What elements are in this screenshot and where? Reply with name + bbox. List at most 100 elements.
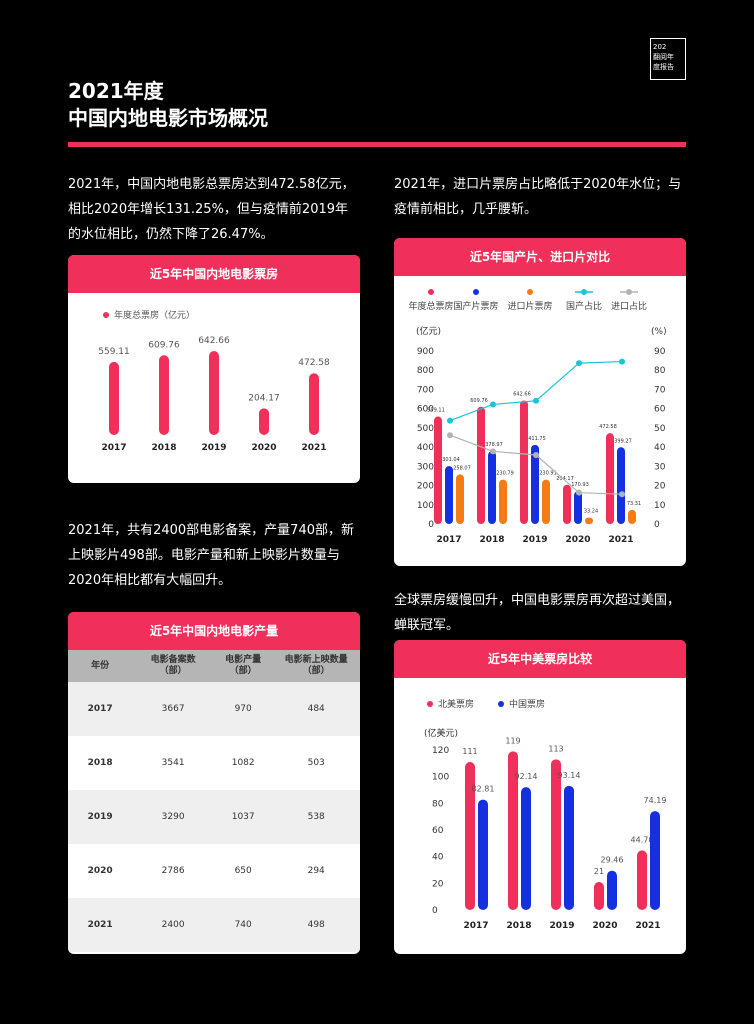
table-cell: 3290 bbox=[132, 790, 214, 844]
legend-label: 进口片票房 bbox=[507, 300, 552, 312]
table-cell: 2400 bbox=[132, 898, 214, 952]
table-cell: 970 bbox=[213, 682, 273, 736]
bar bbox=[551, 759, 561, 910]
table-header-cell: 电影备案数 （部） bbox=[132, 650, 214, 682]
table-cell: 503 bbox=[272, 736, 360, 790]
y-tick: 80 bbox=[432, 799, 444, 809]
data-label: 21 bbox=[594, 867, 604, 876]
table-cell: 3667 bbox=[132, 682, 214, 736]
x-tick-label: 2020 bbox=[251, 443, 276, 453]
line-point bbox=[447, 432, 453, 439]
y-tick: 0 bbox=[432, 906, 438, 916]
y-tick-left: 700 bbox=[417, 385, 434, 395]
data-label: 378.97 bbox=[485, 442, 503, 448]
data-label: 301.04 bbox=[442, 457, 460, 463]
y-axis-label-right: (%) bbox=[651, 327, 667, 337]
y-tick-left: 200 bbox=[417, 482, 434, 492]
table-row: 2017 3667 970 484 bbox=[68, 682, 360, 736]
table-cell: 2786 bbox=[132, 844, 214, 898]
bar bbox=[521, 787, 531, 910]
card-title: 近5年国产片、进口片对比 bbox=[394, 238, 686, 276]
y-axis-label: (亿元) bbox=[416, 325, 441, 337]
legend-label: 年度总票房（亿元） bbox=[114, 309, 195, 321]
bar bbox=[563, 484, 571, 524]
y-tick: 60 bbox=[432, 826, 444, 836]
bar bbox=[209, 351, 219, 435]
line-point bbox=[447, 417, 453, 424]
paragraph-import-share: 2021年，进口片票房占比略低于2020年水位；与疫情前相比，几乎腰斩。 bbox=[394, 177, 682, 217]
bar bbox=[594, 882, 604, 910]
legend-marker bbox=[626, 289, 632, 295]
x-tick-label: 2021 bbox=[608, 535, 633, 545]
y-tick-right: 0 bbox=[654, 520, 660, 530]
y-tick: 100 bbox=[432, 773, 449, 783]
bar bbox=[508, 751, 518, 910]
china-us-card: 近5年中美票房比较 北美票房 中国票房 (亿美元) 0 20 40 60 80 100 120 11… bbox=[394, 640, 686, 954]
table-cell: 484 bbox=[272, 682, 360, 736]
data-label: 411.75 bbox=[528, 436, 546, 442]
data-label: 44.70 bbox=[631, 835, 654, 844]
bar bbox=[109, 361, 119, 435]
card-title: 近5年中国内地电影产量 bbox=[68, 612, 360, 650]
title-line-1: 2021年度 bbox=[68, 79, 164, 103]
y-axis-label: (亿美元) bbox=[424, 727, 458, 739]
line-point bbox=[533, 451, 539, 458]
logo-line: 翻阅年 bbox=[653, 53, 674, 61]
y-tick-left: 500 bbox=[417, 424, 434, 434]
y-tick-left: 900 bbox=[417, 347, 434, 357]
legend-label: 国产占比 bbox=[566, 300, 602, 312]
table-cell: 650 bbox=[213, 844, 273, 898]
legend-marker bbox=[527, 289, 533, 295]
data-label: 82.81 bbox=[472, 785, 495, 794]
legend-marker bbox=[473, 289, 479, 295]
x-tick-label: 2018 bbox=[151, 443, 176, 453]
card-title: 近5年中国内地电影票房 bbox=[68, 255, 360, 293]
bar bbox=[585, 517, 593, 524]
data-label: 230.79 bbox=[496, 471, 514, 477]
y-tick-left: 300 bbox=[417, 462, 434, 472]
data-label: 204.17 bbox=[248, 393, 280, 403]
legend-label: 国产片票房 bbox=[453, 300, 498, 312]
table-cell: 538 bbox=[272, 790, 360, 844]
table-header-cell: 年份 bbox=[68, 650, 133, 682]
table-cell: 2019 bbox=[68, 790, 133, 844]
bar bbox=[606, 433, 614, 524]
table-row: 2019 3290 1037 538 bbox=[68, 790, 360, 844]
legend-marker bbox=[103, 312, 109, 318]
bar bbox=[434, 416, 442, 524]
data-label: 559.11 bbox=[98, 347, 130, 357]
data-label: 74.19 bbox=[644, 796, 667, 805]
y-tick-right: 70 bbox=[654, 385, 666, 395]
data-label: 204.17 bbox=[556, 476, 574, 482]
bar bbox=[478, 799, 488, 910]
x-tick-label: 2021 bbox=[301, 443, 326, 453]
bar bbox=[607, 870, 617, 910]
bar bbox=[637, 850, 647, 910]
x-tick-label: 2021 bbox=[635, 921, 660, 931]
bar bbox=[531, 444, 539, 524]
page-title: 2021年度 中国内地电影市场概况 bbox=[68, 78, 268, 132]
x-tick-label: 2018 bbox=[479, 535, 504, 545]
table-row: 2020 2786 650 294 bbox=[68, 844, 360, 898]
bar bbox=[520, 400, 528, 524]
data-label: 29.46 bbox=[601, 856, 624, 865]
y-tick: 40 bbox=[432, 853, 444, 863]
card-title: 近5年中美票房比较 bbox=[394, 640, 686, 678]
data-label: 93.14 bbox=[558, 771, 581, 780]
x-tick-label: 2019 bbox=[549, 921, 574, 931]
y-tick-right: 10 bbox=[654, 501, 666, 511]
line-point bbox=[490, 448, 496, 455]
y-tick-left: 100 bbox=[417, 501, 434, 511]
table-cell: 498 bbox=[272, 898, 360, 952]
y-tick-left: 0 bbox=[428, 520, 434, 530]
table-row: 2018 3541 1082 503 bbox=[68, 736, 360, 790]
bar bbox=[159, 355, 169, 435]
bar bbox=[650, 811, 660, 910]
y-tick-right: 60 bbox=[654, 405, 666, 415]
brand-logo: 202 翻阅年 度报告 bbox=[650, 38, 686, 80]
data-label: 33.24 bbox=[584, 509, 598, 515]
table-cell: 1082 bbox=[213, 736, 273, 790]
bar bbox=[465, 762, 475, 910]
table-cell: 2020 bbox=[68, 844, 133, 898]
data-label: 73.31 bbox=[627, 501, 641, 507]
